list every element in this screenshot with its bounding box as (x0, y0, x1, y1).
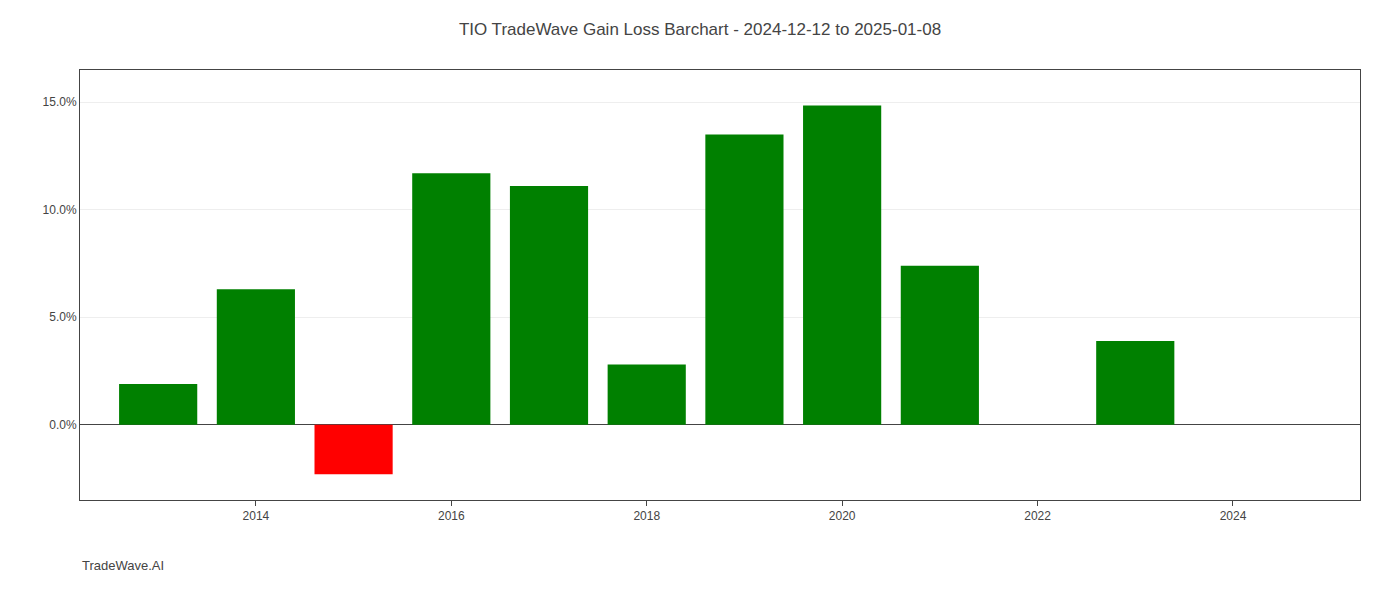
svg-text:2022: 2022 (1024, 509, 1051, 523)
svg-text:2020: 2020 (829, 509, 856, 523)
svg-text:2018: 2018 (633, 509, 660, 523)
svg-text:0.0%: 0.0% (49, 418, 77, 432)
svg-text:2024: 2024 (1220, 509, 1247, 523)
svg-text:2016: 2016 (438, 509, 465, 523)
svg-text:15.0%: 15.0% (43, 95, 77, 109)
svg-text:10.0%: 10.0% (43, 203, 77, 217)
svg-text:2014: 2014 (243, 509, 270, 523)
svg-text:TIO TradeWave Gain Loss Barcha: TIO TradeWave Gain Loss Barchart - 2024-… (459, 20, 941, 39)
svg-text:TradeWave.AI: TradeWave.AI (82, 558, 164, 573)
svg-text:5.0%: 5.0% (49, 310, 77, 324)
